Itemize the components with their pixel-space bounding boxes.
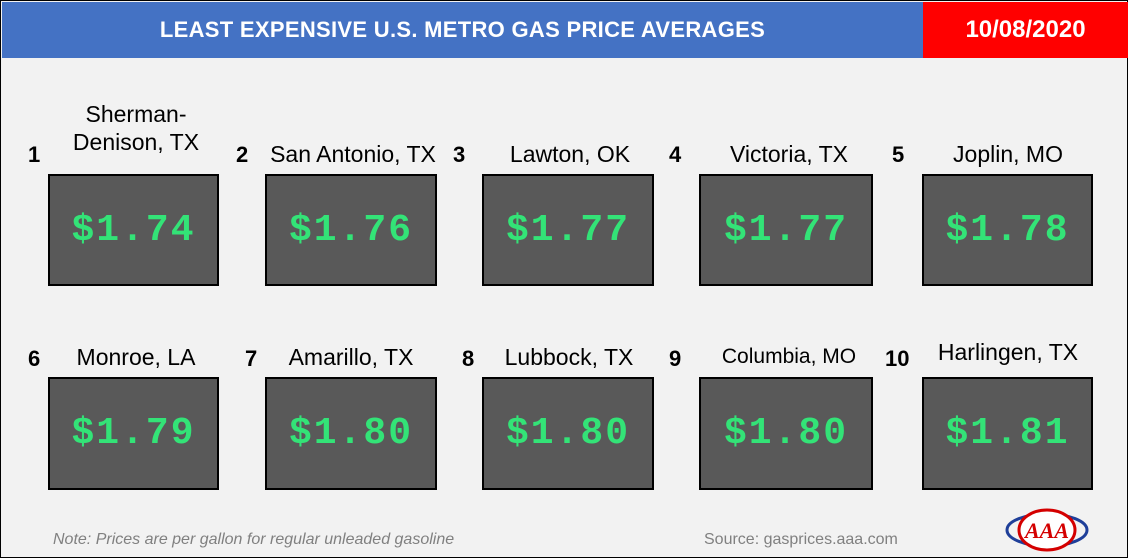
price-5: $1.78 (945, 208, 1070, 252)
footnote: Note: Prices are per gallon for regular … (53, 531, 455, 548)
city-4: Victoria, TX (729, 141, 849, 167)
rank-2: 2 (236, 142, 249, 167)
price-4: $1.77 (723, 208, 849, 252)
price-6: $1.79 (71, 412, 196, 455)
price-box-9: $1.80 (699, 377, 873, 490)
city-7: Amarillo, TX (288, 344, 414, 370)
price-3: $1.77 (505, 208, 631, 252)
price-box-10: $1.81 (922, 377, 1093, 490)
rank-4: 4 (669, 142, 682, 167)
rank-8: 8 (462, 346, 475, 371)
price-box-1: $1.74 (48, 174, 219, 286)
rank-1: 1 (28, 142, 41, 167)
city-2: San Antonio, TX (270, 141, 436, 167)
aaa-logo-text: AAA (1023, 518, 1069, 543)
rank-9: 9 (669, 346, 682, 371)
price-7: $1.80 (288, 412, 414, 455)
price-10: $1.81 (945, 412, 1070, 455)
price-box-7: $1.80 (265, 377, 437, 490)
price-box-6: $1.79 (48, 377, 219, 490)
price-box-5: $1.78 (922, 174, 1093, 286)
rank-5: 5 (892, 142, 905, 167)
price-box-8: $1.80 (482, 377, 654, 490)
rank-3: 3 (453, 142, 466, 167)
price-box-3: $1.77 (482, 174, 654, 286)
city-3: Lawton, OK (509, 141, 631, 167)
price-2: $1.76 (288, 208, 414, 252)
price-8: $1.80 (505, 412, 631, 455)
date-badge: 10/08/2020 (923, 2, 1128, 58)
city-6: Monroe, LA (76, 344, 196, 370)
source-credit: Source: gasprices.aaa.com (704, 531, 898, 548)
rank-6: 6 (28, 346, 41, 371)
city-1: Sherman-Denison, TX (72, 101, 200, 155)
page-title: LEAST EXPENSIVE U.S. METRO GAS PRICE AVE… (2, 2, 923, 58)
rank-10: 10 (885, 346, 910, 371)
price-box-2: $1.76 (265, 174, 437, 286)
rank-7: 7 (245, 346, 258, 371)
price-1: $1.74 (71, 208, 196, 252)
aaa-logo-icon: AAA (1005, 508, 1089, 552)
city-8: Lubbock, TX (504, 344, 634, 370)
city-5: Joplin, MO (953, 141, 1063, 167)
price-9: $1.80 (723, 412, 849, 455)
city-9: Columbia, MO (721, 345, 857, 368)
city-10: Harlingen, TX (937, 339, 1079, 365)
price-box-4: $1.77 (699, 174, 873, 286)
